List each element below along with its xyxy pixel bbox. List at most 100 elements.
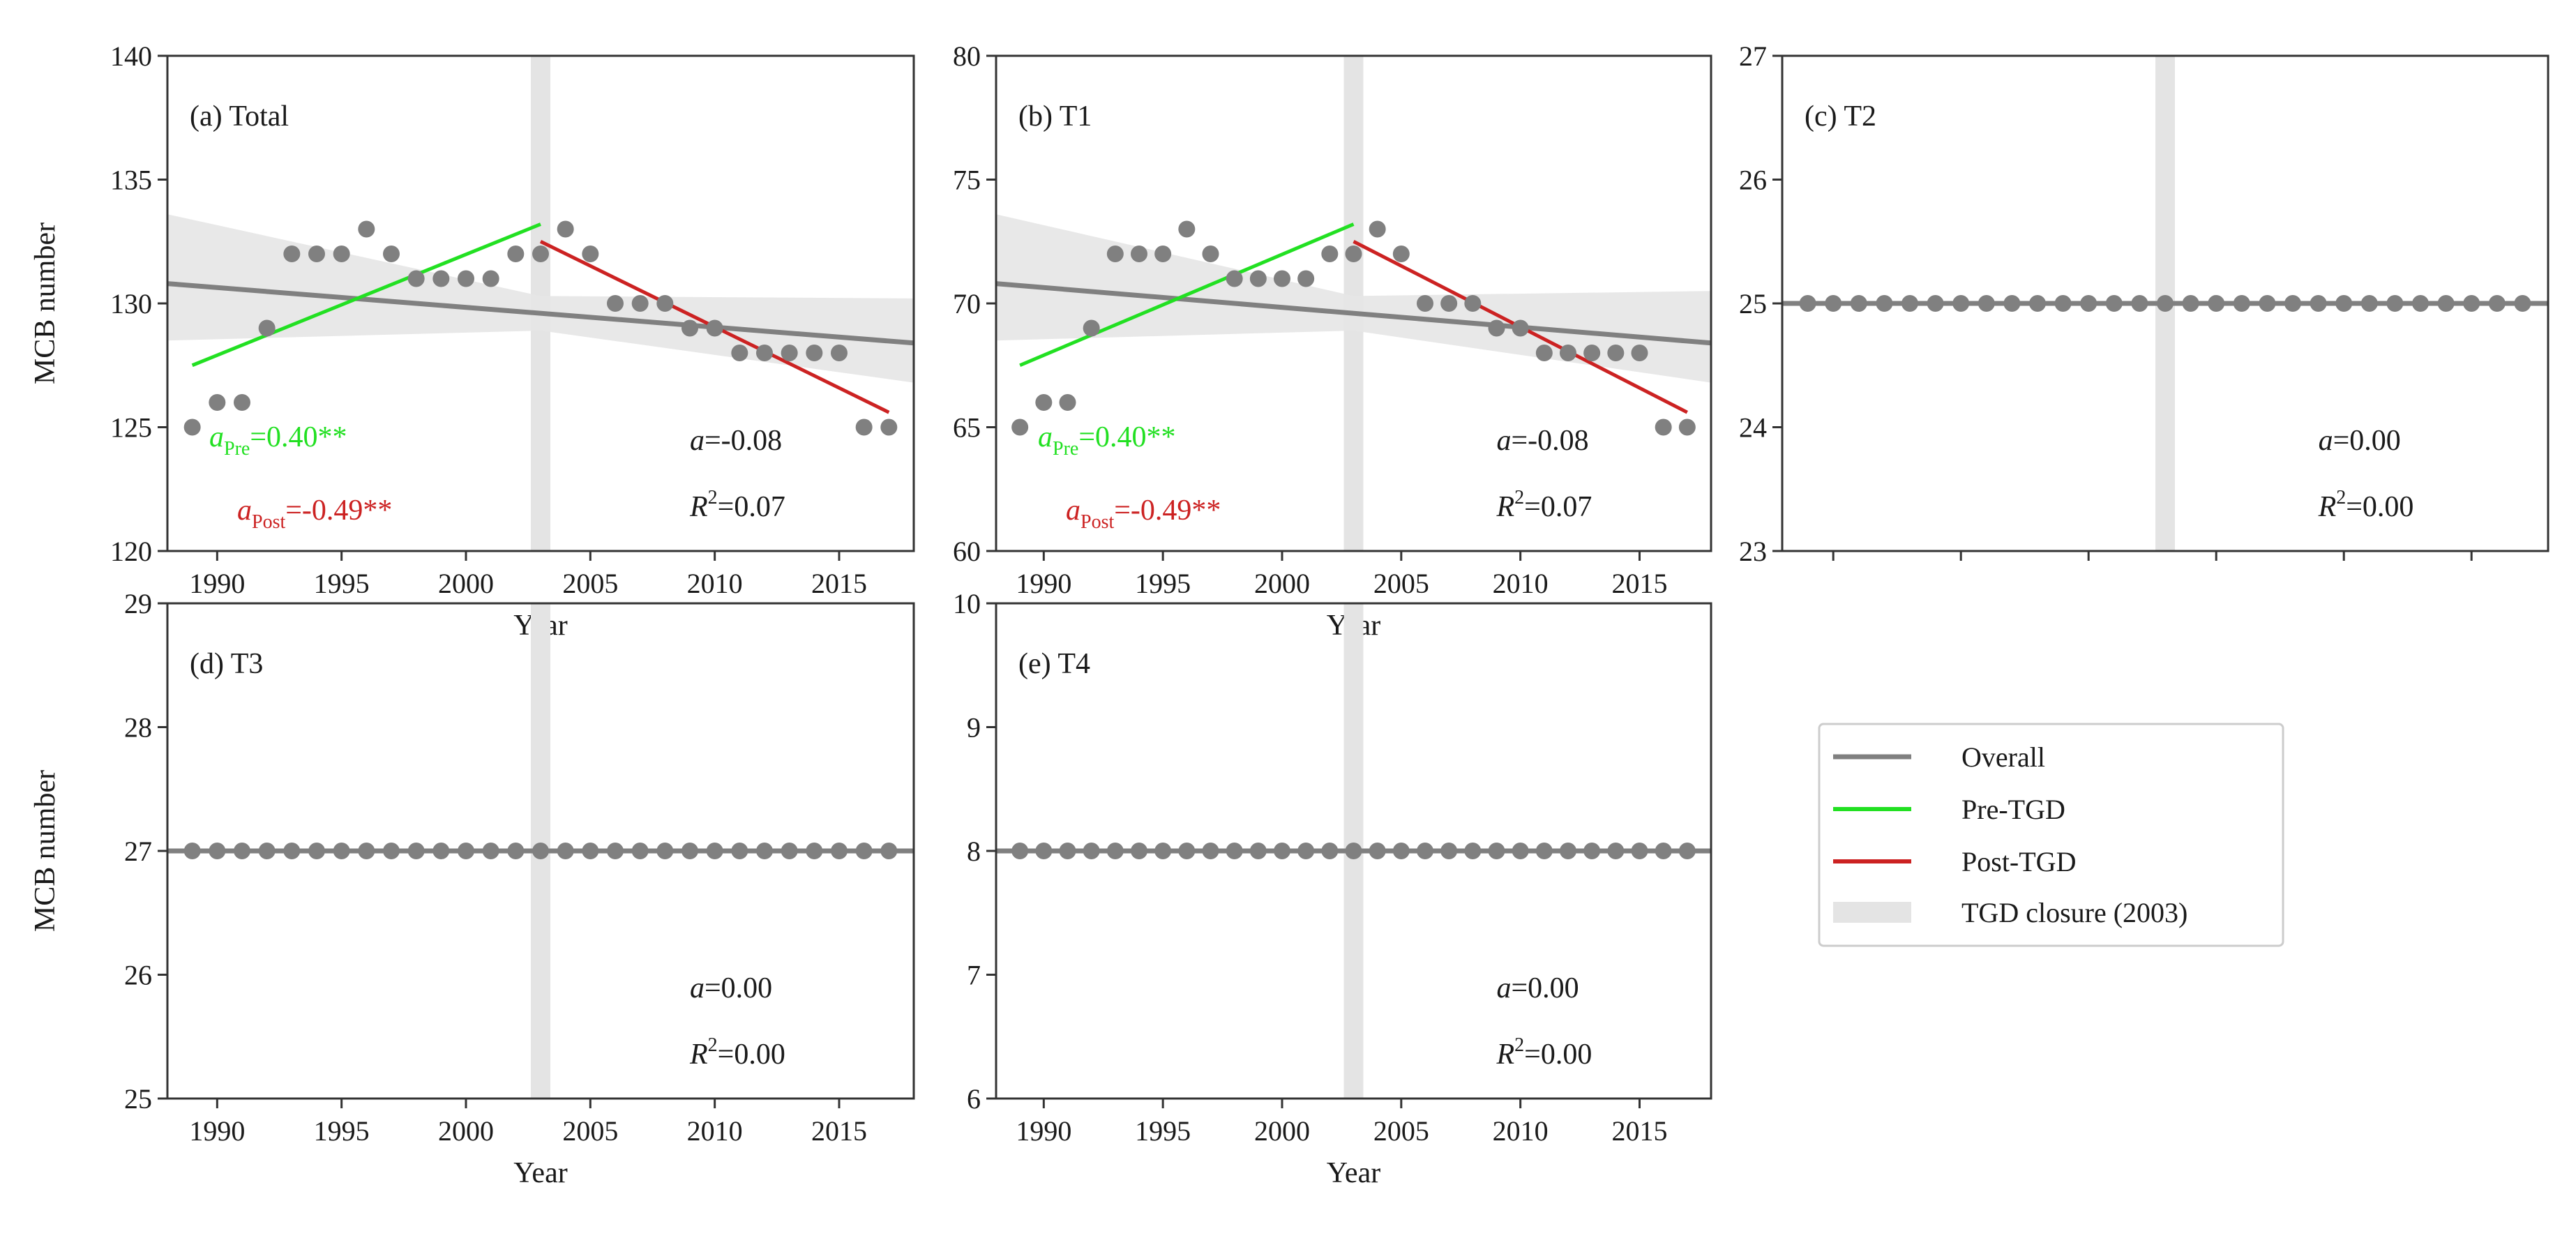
post-slope-value: =-0.49** xyxy=(285,495,392,527)
data-point xyxy=(1607,843,1625,859)
data-point xyxy=(2284,295,2301,312)
slope-value: =0.00 xyxy=(705,972,772,1004)
y-tick-label: 27 xyxy=(1739,40,1767,72)
x-tick-label: 1990 xyxy=(1016,568,1071,599)
data-point xyxy=(855,418,873,436)
r2-superscript: 2 xyxy=(708,1034,718,1056)
data-point xyxy=(1678,843,1696,859)
data-point xyxy=(2437,295,2455,312)
data-point xyxy=(183,418,201,436)
data-point xyxy=(781,843,798,859)
data-point xyxy=(1083,843,1100,859)
data-point xyxy=(2360,295,2378,312)
data-point xyxy=(2182,295,2199,312)
data-point xyxy=(1655,843,1672,859)
y-tick-label: 70 xyxy=(953,288,981,319)
panel-title: (a) Total xyxy=(190,100,289,133)
y-tick-label: 135 xyxy=(110,165,152,196)
y-tick-label: 26 xyxy=(1739,165,1767,196)
data-point xyxy=(706,843,723,859)
pre-slope-subscript: Pre xyxy=(1053,438,1078,460)
data-point xyxy=(1876,295,1893,312)
y-axis-title: MCB number xyxy=(29,770,61,932)
slope-annotation: a=0.00 xyxy=(2319,425,2401,457)
x-tick-label: 2005 xyxy=(1373,568,1429,599)
data-point xyxy=(2157,295,2174,312)
data-point xyxy=(631,843,649,859)
data-point xyxy=(458,843,474,859)
pre-slope-annotation: aPre=0.40** xyxy=(209,421,347,460)
post-slope-symbol: a xyxy=(237,495,252,527)
x-axis-title: Year xyxy=(1327,1157,1380,1189)
data-point xyxy=(1417,843,1433,859)
data-point xyxy=(1583,843,1601,859)
data-point xyxy=(1321,843,1339,859)
r2-symbol: R xyxy=(1496,1039,1515,1071)
panel-title: (e) T4 xyxy=(1018,648,1090,680)
post-slope-symbol: a xyxy=(1066,495,1080,527)
data-point xyxy=(1369,843,1386,859)
data-point xyxy=(1035,394,1053,411)
r2-value: =0.07 xyxy=(1524,491,1592,523)
data-point xyxy=(1678,418,1696,436)
data-point xyxy=(209,843,226,859)
data-point xyxy=(2080,295,2097,312)
data-point xyxy=(1825,295,1842,312)
data-point xyxy=(582,843,599,859)
data-point xyxy=(1202,246,1219,262)
y-axis-title: MCB number xyxy=(29,222,61,384)
post-slope-annotation: aPost=-0.49** xyxy=(1066,495,1221,533)
panel-t3: 25 26 27 28 29 1990 1995 2000 2005 2010 2015 Year MC… xyxy=(29,588,915,1189)
data-point xyxy=(2463,295,2480,312)
data-point xyxy=(358,220,375,238)
data-point xyxy=(1799,295,1816,312)
x-tick-label: 2000 xyxy=(1254,568,1310,599)
data-point xyxy=(1369,220,1386,238)
y-tick-label: 25 xyxy=(1739,288,1767,319)
data-point xyxy=(1226,843,1243,859)
pre-tgd-fit-line xyxy=(191,222,541,368)
y-tick-label: 23 xyxy=(1739,536,1767,567)
data-point xyxy=(2233,295,2250,312)
slope-symbol: a xyxy=(1497,972,1512,1004)
slope-symbol: a xyxy=(1497,425,1512,457)
data-point xyxy=(880,418,898,436)
r2-symbol: R xyxy=(2318,491,2337,523)
data-point xyxy=(631,295,649,312)
data-point xyxy=(781,345,798,361)
data-point xyxy=(1631,843,1648,859)
data-point xyxy=(557,220,574,238)
data-point xyxy=(1464,295,1482,312)
data-point xyxy=(383,246,400,262)
x-tick-label: 2005 xyxy=(562,1115,618,1147)
data-point xyxy=(407,270,425,287)
data-point xyxy=(333,843,350,859)
panel-total: 120125130135140199019952000200520102015Y… xyxy=(29,40,915,642)
r2-annotation: R2=0.00 xyxy=(2318,487,2414,523)
x-tick-label: 2000 xyxy=(1254,1115,1310,1147)
r2-superscript: 2 xyxy=(1514,487,1524,508)
data-point xyxy=(1059,843,1076,859)
x-tick-label: 1995 xyxy=(1135,568,1191,599)
y-tick-label: 130 xyxy=(110,288,152,319)
x-tick-label: 1990 xyxy=(189,568,245,599)
r2-annotation: R2=0.00 xyxy=(689,1034,785,1071)
data-point xyxy=(1512,843,1529,859)
r2-value: =0.00 xyxy=(1524,1039,1592,1071)
legend: Overall Pre-TGD Post-TGD TGD closure (20… xyxy=(1818,723,2284,947)
data-point xyxy=(2310,295,2327,312)
data-point xyxy=(607,843,624,859)
data-point xyxy=(258,843,276,859)
pre-slope-value: =0.40** xyxy=(1078,421,1175,453)
y-tick-label: 140 xyxy=(110,40,152,72)
r2-annotation: R2=0.07 xyxy=(689,487,785,523)
data-point xyxy=(1321,246,1339,262)
post-slope-subscript: Post xyxy=(252,511,285,533)
r2-value: =0.00 xyxy=(2346,491,2413,523)
data-point xyxy=(706,319,723,337)
data-point xyxy=(1583,345,1601,361)
data-point xyxy=(1488,319,1505,337)
slope-value: =0.00 xyxy=(2333,425,2401,457)
pre-slope-annotation: aPre=0.40** xyxy=(1038,421,1176,460)
